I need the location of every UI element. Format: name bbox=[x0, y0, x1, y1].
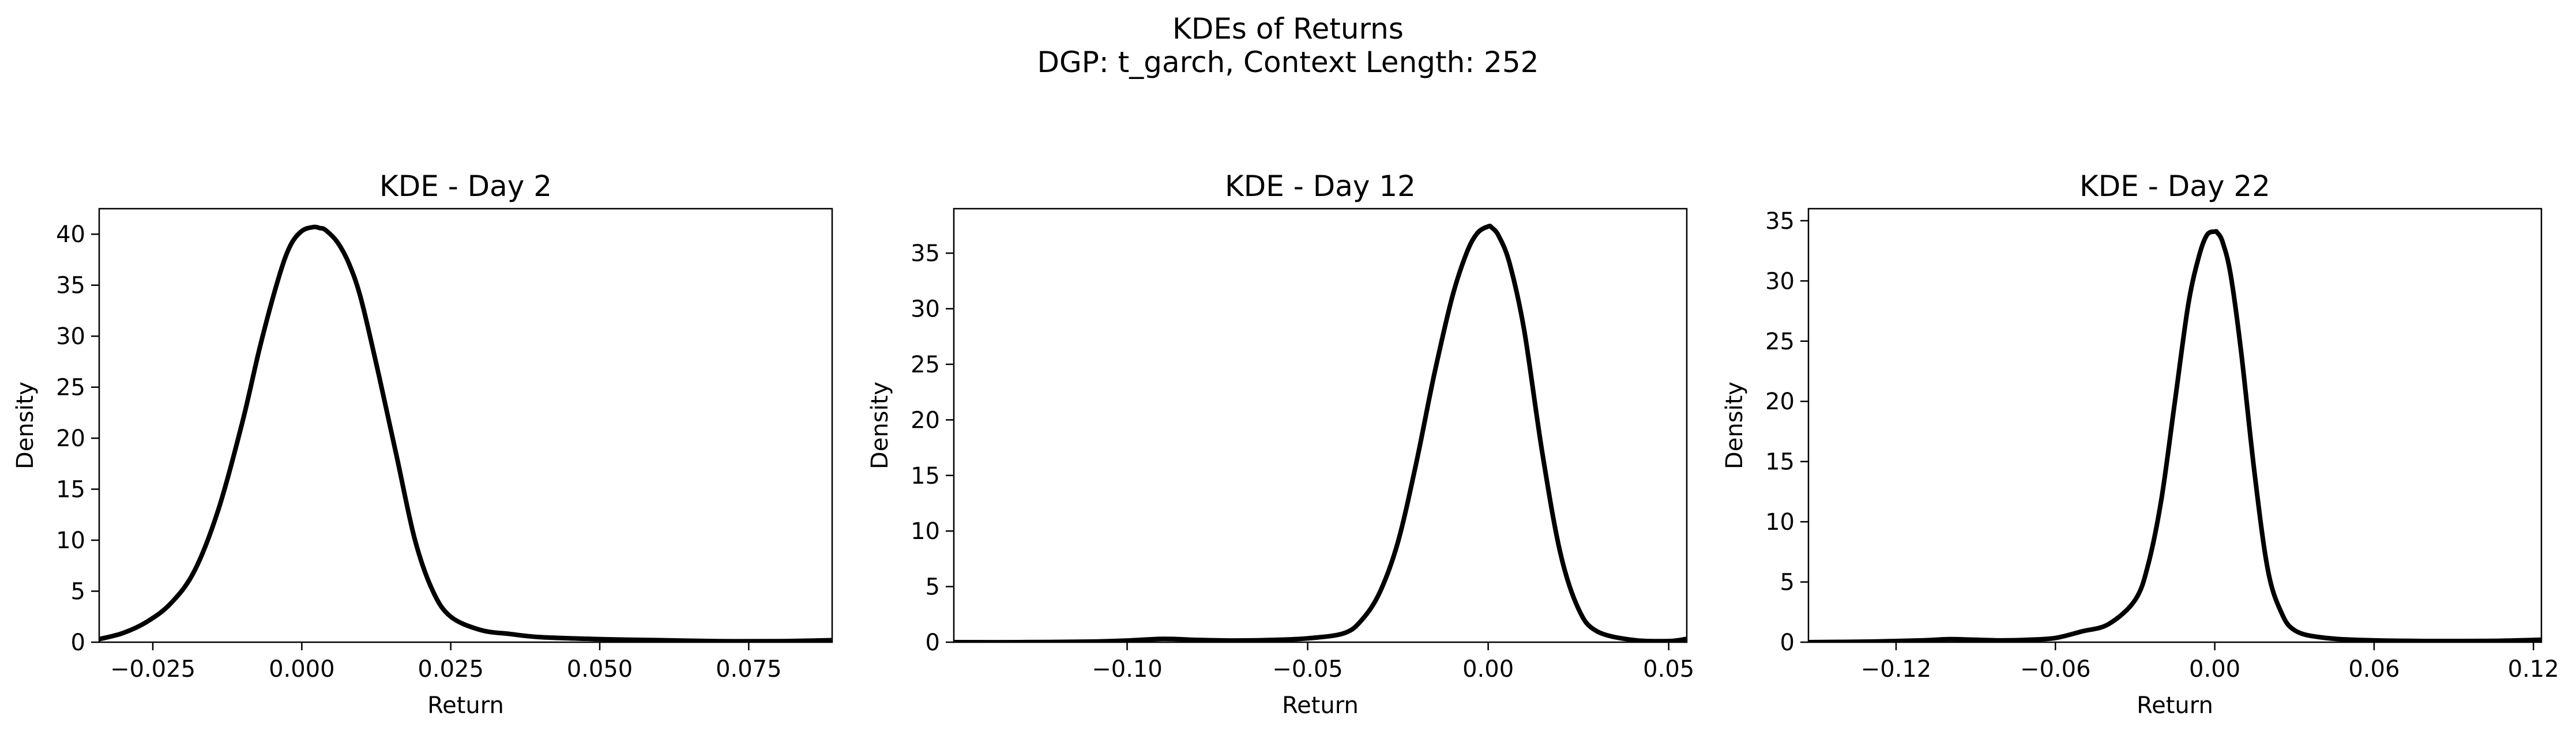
kde-curve bbox=[1808, 229, 2541, 642]
x-tick-label: −0.025 bbox=[110, 656, 195, 683]
kde-panel-day-12: KDE - Day 12 −0.10 −0.05 0.00 0.05 0 5 10 15 20 25… bbox=[867, 169, 1694, 719]
y-tick-label: 10 bbox=[1765, 509, 1795, 536]
y-tick-label: 15 bbox=[911, 463, 940, 489]
x-tick-label: −0.10 bbox=[1092, 656, 1163, 683]
y-tick-label: 5 bbox=[71, 579, 85, 605]
y-axis-label: Density bbox=[12, 382, 39, 469]
figure-subtitle: DGP: t_garch, Context Length: 252 bbox=[1037, 46, 1539, 79]
panel-title: KDE - Day 22 bbox=[2079, 169, 2270, 203]
x-tick-label: 0.00 bbox=[2189, 656, 2240, 683]
kde-curve bbox=[954, 224, 1687, 642]
panel-title: KDE - Day 2 bbox=[379, 169, 552, 203]
y-axis-label: Density bbox=[867, 382, 893, 469]
y-tick-label: 5 bbox=[1780, 570, 1795, 596]
kde-panel-day-22: KDE - Day 22 −0.12 −0.06 0.00 0.06 0.12 0 5 10 15… bbox=[1721, 169, 2559, 719]
y-tick-label: 15 bbox=[56, 477, 85, 503]
y-tick-label: 25 bbox=[56, 375, 85, 401]
x-tick-label: −0.06 bbox=[2020, 656, 2091, 683]
x-tick-label: 0.025 bbox=[418, 656, 484, 683]
x-tick-label: 0.050 bbox=[567, 656, 633, 683]
x-tick-label: 0.06 bbox=[2348, 656, 2400, 683]
y-tick-label: 30 bbox=[911, 296, 940, 323]
y-tick-label: 20 bbox=[56, 425, 85, 452]
y-tick-label: 25 bbox=[911, 352, 940, 378]
x-tick-label: −0.12 bbox=[1861, 656, 1932, 683]
axes-frame bbox=[1807, 208, 2543, 643]
x-tick-label: 0.00 bbox=[1462, 656, 1514, 683]
y-tick-label: 35 bbox=[911, 240, 940, 267]
x-axis-label: Return bbox=[427, 692, 504, 719]
x-tick-label: 0.075 bbox=[716, 656, 782, 683]
y-tick-label: 35 bbox=[1765, 208, 1795, 235]
x-axis-label: Return bbox=[2137, 692, 2213, 719]
y-tick-label: 30 bbox=[1765, 268, 1795, 295]
y-tick-label: 0 bbox=[71, 630, 85, 656]
x-tick-label: −0.05 bbox=[1272, 656, 1343, 683]
axes-frame bbox=[98, 208, 833, 643]
y-tick-label: 10 bbox=[56, 527, 85, 554]
figure-title: KDEs of Returns bbox=[1172, 12, 1404, 46]
y-tick-label: 20 bbox=[1765, 389, 1795, 415]
x-tick-label: 0.12 bbox=[2508, 656, 2559, 683]
x-tick-label: 0.05 bbox=[1643, 656, 1694, 683]
y-tick-label: 25 bbox=[1765, 329, 1795, 355]
y-tick-label: 0 bbox=[1780, 630, 1795, 656]
panel-title: KDE - Day 12 bbox=[1225, 169, 1416, 203]
y-tick-label: 20 bbox=[911, 407, 940, 434]
y-tick-label: 30 bbox=[56, 323, 85, 350]
x-tick-label: 0.000 bbox=[269, 656, 335, 683]
y-axis-label: Density bbox=[1721, 382, 1748, 469]
y-tick-label: 5 bbox=[926, 574, 940, 601]
y-tick-label: 15 bbox=[1765, 449, 1795, 476]
x-axis-label: Return bbox=[1282, 692, 1359, 719]
kde-curve bbox=[99, 224, 832, 642]
kde-panel-day-2: KDE - Day 2 −0.025 0.000 0.025 0.050 0.075 0 5 1… bbox=[12, 169, 833, 719]
y-tick-label: 35 bbox=[56, 273, 85, 299]
y-tick-label: 0 bbox=[926, 630, 940, 656]
axes-frame bbox=[953, 208, 1688, 643]
y-tick-label: 40 bbox=[56, 221, 85, 248]
y-tick-label: 10 bbox=[911, 518, 940, 545]
